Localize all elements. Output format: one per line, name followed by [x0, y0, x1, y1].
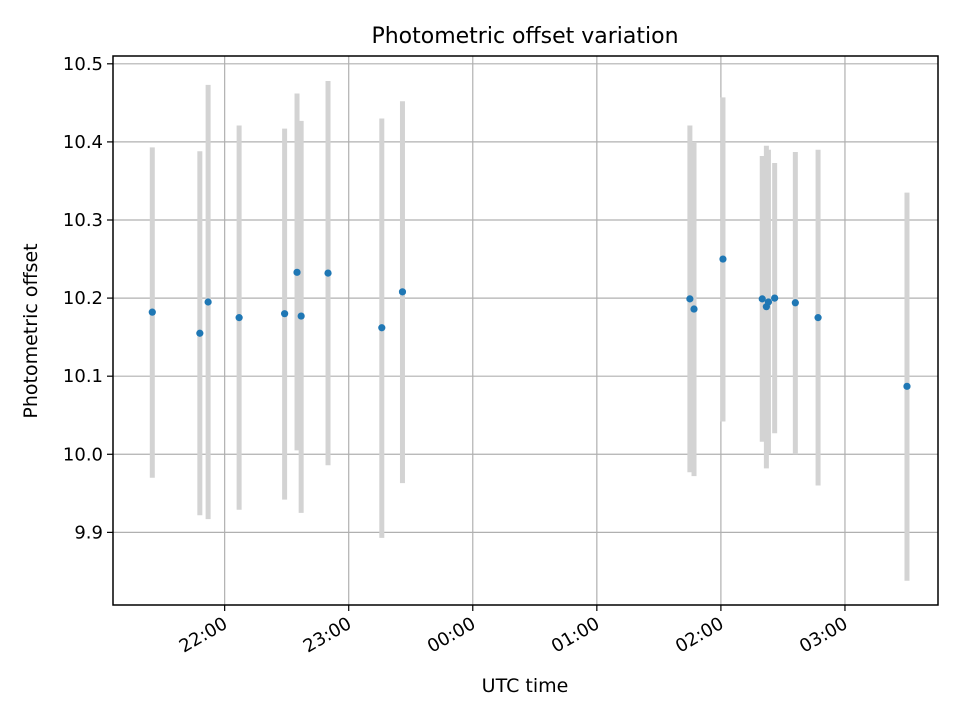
y-axis-label: Photometric offset [20, 243, 42, 418]
y-tick-label: 10.5 [63, 54, 103, 75]
x-axis-label: UTC time [482, 675, 569, 697]
data-point [764, 298, 773, 306]
grid [113, 56, 938, 605]
data-point [758, 295, 766, 303]
data-point [324, 269, 332, 277]
data-point [771, 294, 779, 302]
data-point [148, 308, 156, 316]
y-axis: 9.9 10.0 10.1 10.2 10.3 10.4 10.5 [63, 54, 113, 543]
data-point [903, 382, 911, 390]
y-tick-label: 10.4 [63, 132, 103, 153]
chart-title: Photometric offset variation [371, 24, 678, 49]
data-point [204, 298, 212, 306]
data-point [293, 268, 301, 276]
data-point [281, 310, 289, 318]
data-point [196, 329, 204, 337]
data-point [398, 288, 407, 296]
data-point [378, 324, 386, 332]
data-points [148, 255, 911, 390]
y-tick-label: 10.1 [63, 366, 103, 387]
plot-frame [112, 55, 939, 606]
data-point [686, 295, 694, 303]
data-point [814, 314, 822, 322]
data-point [235, 314, 243, 322]
y-tick-label: 9.9 [74, 522, 103, 543]
data-point [297, 312, 305, 320]
y-tick-label: 10.3 [63, 210, 103, 231]
y-tick-label: 10.2 [63, 288, 103, 309]
y-tick-label: 10.0 [63, 444, 103, 465]
data-point [719, 255, 727, 263]
data-point [791, 299, 799, 307]
data-point [690, 305, 698, 313]
